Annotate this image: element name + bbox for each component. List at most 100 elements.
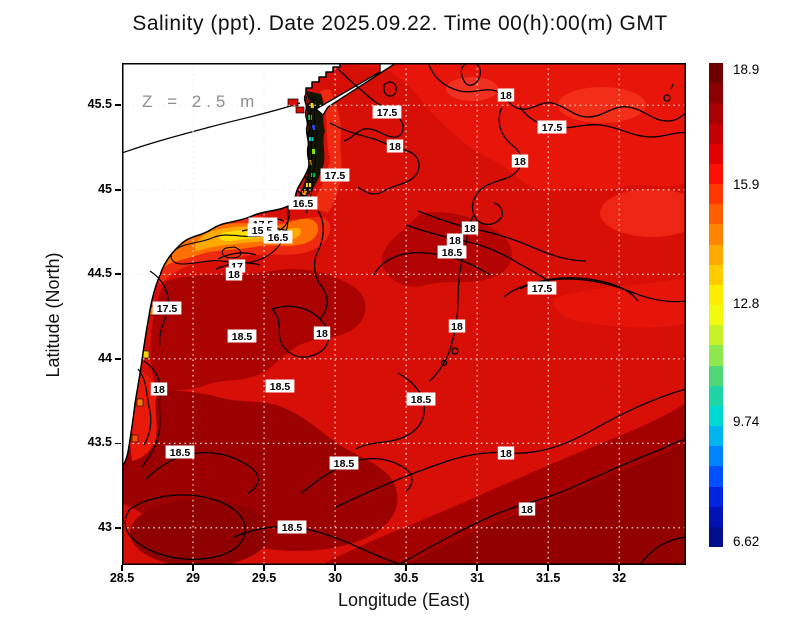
contour-label: 18 xyxy=(150,382,168,396)
map-canvas: 1817.517.5181817.516.517.515.516.5171817… xyxy=(121,60,704,567)
colorbar-band xyxy=(709,184,723,205)
liman-cell xyxy=(287,98,299,107)
plot-area: 1817.517.5181817.516.517.515.516.5171817… xyxy=(121,60,704,567)
svg-text:18: 18 xyxy=(449,235,461,247)
svg-text:18.5: 18.5 xyxy=(411,394,432,406)
colorbar-band xyxy=(709,305,723,326)
colorbar-band xyxy=(709,204,723,225)
contour-label: 18 xyxy=(497,446,515,460)
contour-label: 18.5 xyxy=(329,456,359,470)
land-mass xyxy=(121,62,341,466)
svg-text:17.5: 17.5 xyxy=(532,283,553,295)
grid-lines xyxy=(122,63,686,565)
colorbar-band xyxy=(709,526,723,548)
colorbar-band xyxy=(709,83,723,104)
y-tick-label: 45 xyxy=(98,181,112,196)
svg-text:18.5: 18.5 xyxy=(232,331,253,343)
chart-title: Salinity (ppt). Date 2025.09.22. Time 00… xyxy=(132,12,668,35)
contour-label: 17.5 xyxy=(527,281,557,295)
svg-text:18: 18 xyxy=(228,269,240,281)
contour-label: 18 xyxy=(461,221,479,235)
svg-text:18: 18 xyxy=(316,328,328,340)
x-tick-mark xyxy=(121,565,123,571)
y-tick-label: 44.5 xyxy=(87,266,112,281)
y-tick-mark xyxy=(115,273,121,276)
y-tick-mark xyxy=(115,442,121,445)
colorbar-band xyxy=(709,224,723,245)
x-tick-label: 30 xyxy=(328,571,343,585)
plot-border xyxy=(122,63,686,565)
colorbar xyxy=(709,63,723,548)
x-tick-mark xyxy=(476,565,478,571)
svg-text:18: 18 xyxy=(464,223,476,235)
colorbar-band xyxy=(709,143,723,164)
y-tick-label: 45.5 xyxy=(87,97,112,112)
river-line xyxy=(121,102,301,154)
contour-label: 18.5 xyxy=(277,520,307,534)
svg-text:18: 18 xyxy=(500,448,512,460)
y-tick-mark xyxy=(115,527,121,529)
colorbar-band xyxy=(709,426,723,447)
colorbar-tick-label: 12.8 xyxy=(733,296,760,312)
colorbar-band xyxy=(709,446,723,467)
y-tick-mark xyxy=(115,104,121,107)
svg-text:18.5: 18.5 xyxy=(282,522,303,534)
contour-label: 18.5 xyxy=(227,329,257,343)
svg-text:17: 17 xyxy=(231,261,243,273)
contour-label: 17.5 xyxy=(320,168,350,182)
x-tick-mark xyxy=(405,565,407,571)
contour-label: 18.5 xyxy=(165,445,195,459)
contour-label: 18 xyxy=(446,233,464,247)
svg-text:18.5: 18.5 xyxy=(270,381,291,393)
lagoon-inner xyxy=(221,246,242,259)
colorbar-band xyxy=(709,486,723,507)
colorbar-band xyxy=(709,405,723,427)
svg-text:18: 18 xyxy=(521,504,533,516)
contour-label: 17.5 xyxy=(152,301,182,315)
x-tick-label: 30.5 xyxy=(393,571,419,585)
colorbar-band xyxy=(709,385,723,406)
x-tick-label: 32 xyxy=(612,571,627,585)
contour-label: 16.5 xyxy=(288,196,318,210)
svg-text:18: 18 xyxy=(389,141,401,153)
contour-label: 18 xyxy=(225,267,243,281)
svg-text:17.5: 17.5 xyxy=(377,107,398,119)
x-tick-mark xyxy=(334,565,336,571)
x-tick-label: 31.5 xyxy=(536,571,561,585)
y-tick-label: 43.5 xyxy=(87,435,112,450)
colorbar-tick-label: 15.9 xyxy=(733,177,760,193)
contour-label: 18 xyxy=(511,154,529,168)
liman-cell2 xyxy=(295,106,305,114)
colorbar-tick-label: 6.62 xyxy=(733,534,760,549)
x-tick-mark xyxy=(192,565,194,571)
land-layer xyxy=(121,62,399,466)
colorbar-band xyxy=(709,103,723,124)
svg-text:18: 18 xyxy=(500,90,512,102)
contour-label: 17.5 xyxy=(372,105,402,119)
contour-label: 18 xyxy=(518,502,536,516)
x-tick-mark xyxy=(618,565,621,571)
y-tick-label: 44 xyxy=(98,350,112,365)
colorbar-band xyxy=(709,506,723,527)
x-tick-label: 29 xyxy=(186,571,200,585)
svg-text:18.5: 18.5 xyxy=(170,447,191,459)
coastal-cells xyxy=(131,306,157,443)
svg-text:16.5: 16.5 xyxy=(268,232,289,244)
y-axis-label: Latitude (North) xyxy=(43,252,63,378)
contour-label: 18.5 xyxy=(265,379,295,393)
colorbar-band xyxy=(709,123,723,144)
x-tick-mark xyxy=(547,565,549,571)
contour-label: 16.5 xyxy=(263,230,293,244)
svg-text:18: 18 xyxy=(514,156,526,168)
svg-text:18.5: 18.5 xyxy=(334,458,355,470)
y-tick-mark xyxy=(115,188,121,191)
svg-text:18: 18 xyxy=(451,321,463,333)
x-axis-label: Longitude (East) xyxy=(337,590,471,610)
colorbar-tick-label: 9.74 xyxy=(733,414,760,430)
colorbar-band xyxy=(709,365,723,386)
contour-label: 18 xyxy=(497,88,515,102)
contour-label: 18.5 xyxy=(406,392,436,406)
y-tick-mark xyxy=(115,357,121,360)
colorbar-band xyxy=(709,345,723,366)
